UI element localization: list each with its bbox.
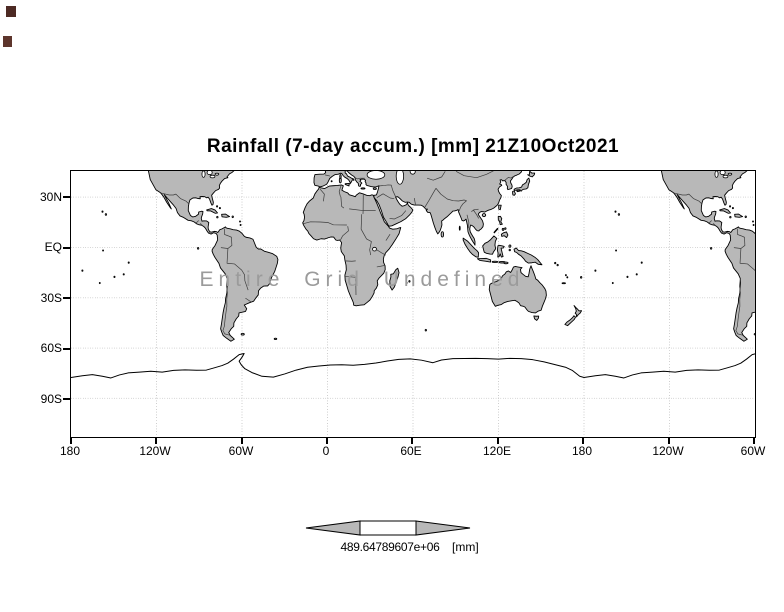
- y-axis-label-eq: EQ: [44, 240, 62, 254]
- y-axis-tick: [63, 297, 70, 299]
- y-axis-label-30s: 30S: [40, 291, 62, 305]
- x-axis-label-60e: 60E: [400, 444, 422, 458]
- x-axis-tick: [411, 438, 413, 444]
- x-axis-label-180w: 180: [59, 444, 81, 458]
- x-axis-tick: [241, 438, 243, 444]
- world-map-svg: [71, 171, 755, 437]
- x-axis-label-120e: 120E: [482, 444, 512, 458]
- continent-eurasia: [314, 171, 522, 245]
- continent-africa: [303, 185, 410, 306]
- x-axis-tick: [497, 438, 499, 444]
- x-axis-tick: [753, 438, 755, 444]
- asia-islands: [441, 171, 535, 238]
- y-axis-tick: [63, 348, 70, 350]
- continent-australia: [425, 262, 582, 331]
- y-axis-label-30n: 30N: [39, 190, 62, 204]
- mediterranean-islands: [331, 175, 376, 190]
- y-axis-tick: [63, 196, 70, 198]
- y-axis-label-90s: 90S: [40, 392, 62, 406]
- colorbar: [305, 520, 471, 541]
- colorbar-high-arrow: [416, 521, 470, 535]
- x-axis-tick: [582, 438, 584, 444]
- indonesia-islands: [463, 236, 542, 265]
- x-axis-tick: [668, 438, 670, 444]
- colorbar-svg: [305, 520, 471, 536]
- colorbar-mid-cell: [360, 521, 416, 535]
- x-axis-label-60w: 60W: [228, 444, 254, 458]
- graticule: [71, 171, 755, 437]
- colorbar-unit-label: [mm]: [452, 540, 479, 554]
- map-plot-area: [70, 170, 756, 438]
- y-axis-tick: [63, 247, 70, 249]
- x-axis-tick: [155, 438, 157, 444]
- x-axis-label-180e: 180: [571, 444, 593, 458]
- undefined-grid-watermark: Entire Grid Undefined: [199, 268, 525, 291]
- colorbar-low-arrow: [306, 521, 360, 535]
- y-axis-tick: [63, 398, 70, 400]
- plot-title: Rainfall (7-day accum.) [mm] 21Z10Oct202…: [206, 136, 620, 157]
- y-axis-label-60s: 60S: [40, 341, 62, 355]
- x-axis-tick: [70, 438, 72, 444]
- x-axis-label-60w2: 60W: [740, 444, 766, 458]
- antarctica-coastline: [71, 353, 755, 377]
- screen-artifact: [3, 36, 12, 47]
- x-axis-label-120w: 120W: [139, 444, 171, 458]
- country-borders: [303, 171, 513, 295]
- x-axis-tick: [326, 438, 328, 444]
- x-axis-label-0: 0: [322, 444, 330, 458]
- colorbar-tick-label: 489.64789607e+06: [340, 540, 440, 554]
- screen-artifact: [6, 6, 16, 17]
- x-axis-label-120w2: 120W: [652, 444, 684, 458]
